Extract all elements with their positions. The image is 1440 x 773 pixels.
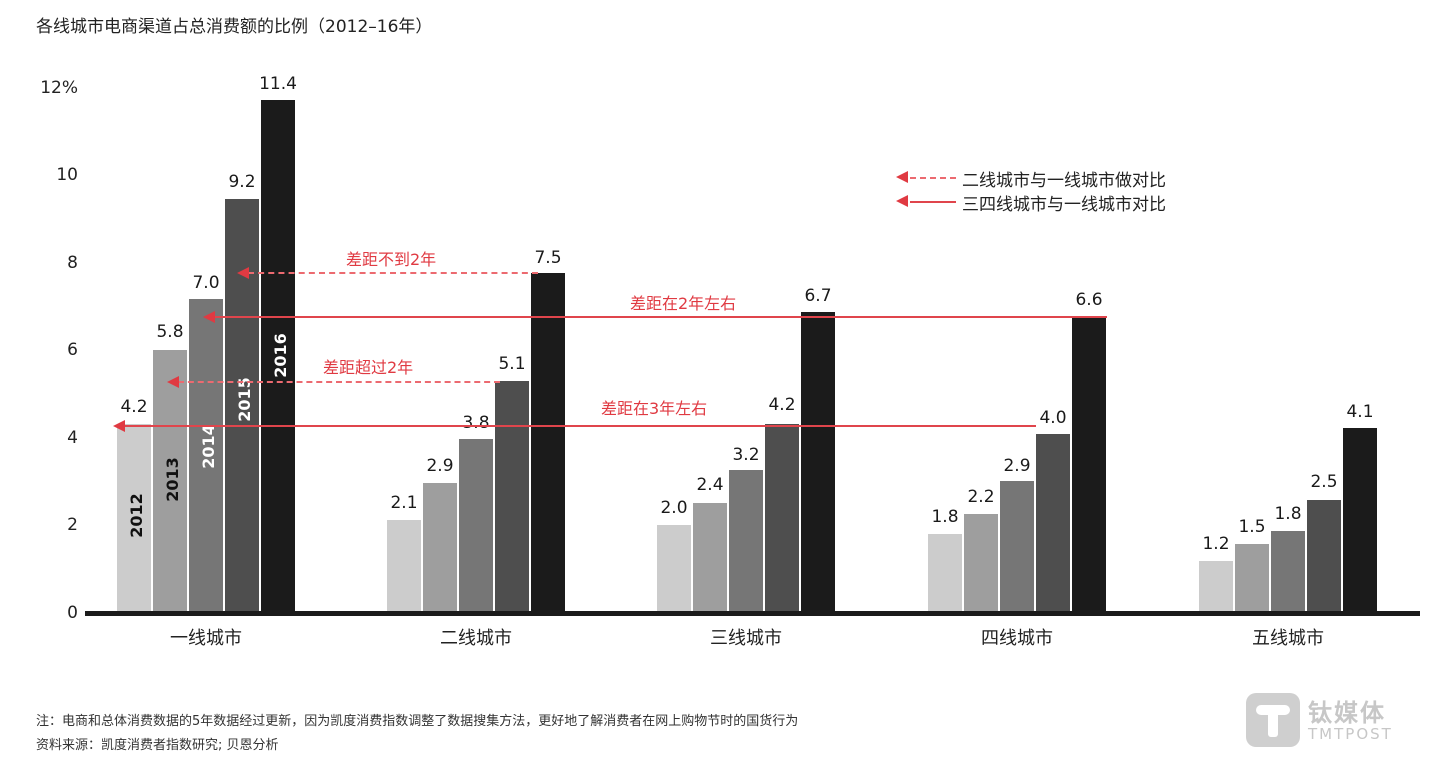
- bar-2014: [729, 470, 763, 613]
- y-tick: 2: [67, 515, 78, 535]
- annotation-text: 差距不到2年: [346, 250, 437, 269]
- bar-2015: [1307, 500, 1341, 613]
- bar-2012: [117, 424, 151, 613]
- year-label: 2016: [270, 333, 290, 378]
- value-label: 1.2: [1202, 534, 1230, 554]
- bar-2014: [459, 439, 493, 613]
- bar-2015: [1036, 434, 1070, 613]
- value-label: 3.2: [732, 445, 760, 465]
- arrow-left-icon: [167, 376, 179, 388]
- dashed-line: [910, 177, 956, 179]
- arrow-left-icon: [113, 420, 125, 432]
- value-label: 1.8: [1274, 504, 1302, 524]
- y-tick: 10: [56, 165, 78, 185]
- year-label: 2014: [198, 424, 218, 469]
- tmtpost-logo-icon: [1246, 693, 1300, 747]
- annotation-text: 差距在3年左右: [601, 399, 708, 418]
- value-label: 2.1: [390, 493, 418, 513]
- category-label: 五线城市: [1252, 628, 1324, 649]
- y-tick: 12%: [40, 78, 78, 98]
- arrow-left-icon: [203, 311, 215, 323]
- category-label: 四线城市: [981, 628, 1053, 649]
- arrow-left-icon: [896, 195, 908, 207]
- bar-2016: [531, 273, 565, 613]
- bar-2013: [964, 514, 998, 613]
- dashed-line: [178, 381, 500, 383]
- value-label: 4.2: [768, 395, 796, 415]
- value-label: 4.2: [120, 397, 148, 417]
- bar-2014: [1000, 481, 1034, 613]
- value-label: 2.4: [696, 475, 724, 495]
- bar-2014: [1271, 531, 1305, 613]
- value-label: 3.8: [462, 413, 490, 433]
- arrow-left-icon: [237, 267, 249, 279]
- bar-2015: [495, 381, 529, 613]
- value-label: 9.2: [228, 172, 256, 192]
- value-label: 4.1: [1346, 402, 1374, 422]
- footnote-source: 资料来源：凯度消费者指数研究; 贝恩分析: [36, 738, 279, 753]
- bar-2016: [1072, 316, 1106, 613]
- arrow-left-icon: [896, 171, 908, 183]
- value-label: 2.2: [967, 487, 995, 507]
- value-label: 11.4: [259, 74, 297, 94]
- watermark-cn: 钛媒体: [1308, 699, 1386, 727]
- y-tick: 8: [67, 253, 78, 273]
- bar-2016: [801, 312, 835, 613]
- bar-2012: [1199, 561, 1233, 613]
- watermark-en: TMTPOST: [1308, 725, 1393, 743]
- value-label: 2.5: [1310, 472, 1338, 492]
- bar-2012: [928, 534, 962, 613]
- bar-2013: [153, 350, 187, 613]
- bar-2013: [693, 503, 727, 613]
- legend-label: 二线城市与一线城市做对比: [962, 171, 1166, 191]
- watermark-logo: 钛媒体 TMTPOST: [1246, 693, 1436, 753]
- chart-title: 各线城市电商渠道占总消费额的比例（2012–16年）: [36, 17, 433, 37]
- value-label: 6.7: [804, 286, 832, 306]
- category-label: 二线城市: [440, 628, 512, 649]
- annotation-text: 差距超过2年: [323, 358, 414, 377]
- category-label: 一线城市: [170, 628, 242, 649]
- solid-line: [214, 316, 1107, 318]
- bar-2015: [765, 424, 799, 613]
- category-label: 三线城市: [710, 628, 782, 649]
- value-label: 7.5: [534, 248, 562, 268]
- y-tick: 6: [67, 340, 78, 360]
- bar-2013: [1235, 544, 1269, 613]
- footnote-note: 注：电商和总体消费数据的5年数据经过更新，因为凯度消费指数调整了数据搜集方法，更…: [36, 714, 799, 729]
- value-label: 5.8: [156, 322, 184, 342]
- value-label: 6.6: [1075, 290, 1103, 310]
- legend-label: 三四线城市与一线城市对比: [962, 195, 1166, 215]
- value-label: 7.0: [192, 273, 220, 293]
- annotation-text: 差距在2年左右: [630, 294, 737, 313]
- year-label: 2015: [234, 377, 254, 422]
- bar-2012: [387, 520, 421, 613]
- year-label: 2012: [126, 493, 146, 538]
- value-label: 1.8: [931, 507, 959, 527]
- bar-2013: [423, 483, 457, 613]
- dashed-line: [248, 272, 538, 274]
- value-label: 2.0: [660, 498, 688, 518]
- bar-2016: [261, 100, 295, 613]
- y-tick: 0: [67, 603, 78, 623]
- bar-2012: [657, 525, 691, 613]
- value-label: 1.5: [1238, 517, 1266, 537]
- value-label: 2.9: [1003, 456, 1031, 476]
- bar-2016: [1343, 428, 1377, 613]
- solid-line: [124, 425, 1036, 427]
- value-label: 4.0: [1039, 408, 1067, 428]
- value-label: 2.9: [426, 456, 454, 476]
- x-axis-line: [85, 611, 1420, 616]
- value-label: 5.1: [498, 354, 526, 374]
- bar-2014: [189, 299, 223, 613]
- solid-line: [910, 201, 956, 203]
- year-label: 2013: [162, 457, 182, 502]
- y-tick: 4: [67, 428, 78, 448]
